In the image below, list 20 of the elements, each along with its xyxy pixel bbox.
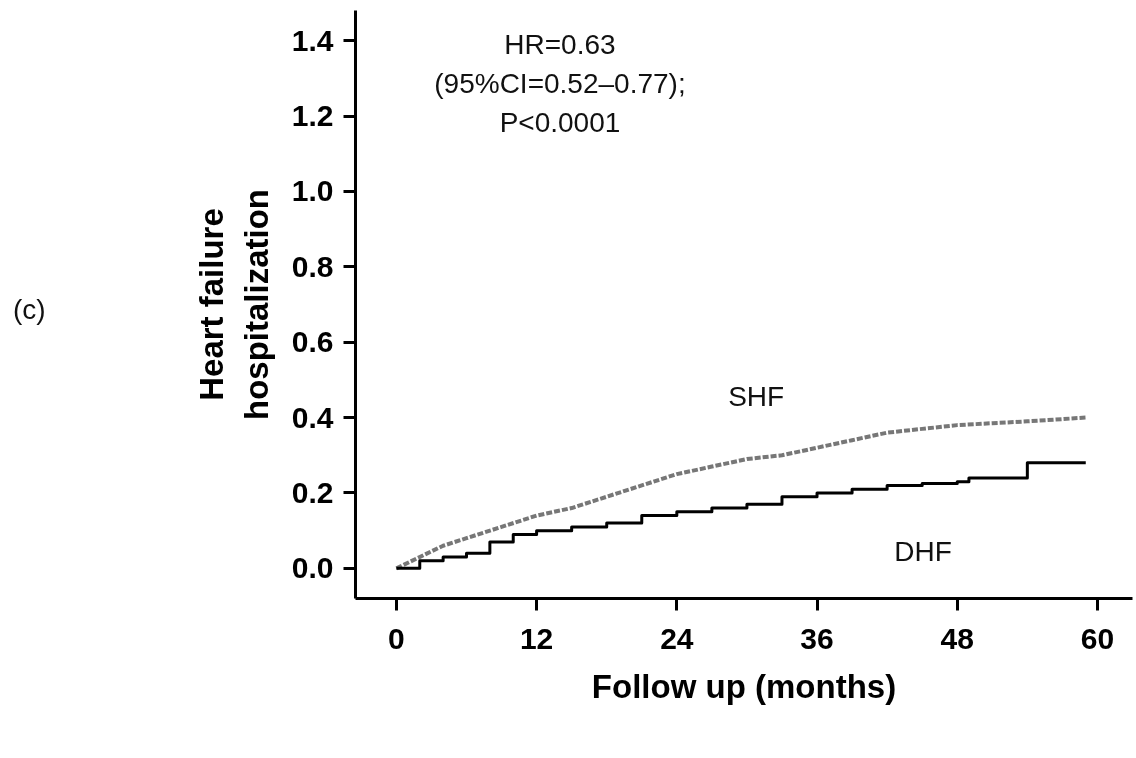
y-axis-title: Heart failure hospitalization (193, 189, 275, 420)
y-tick-label: 1.0 (291, 174, 334, 208)
annotation: HR=0.63 (95%CI=0.52–0.77); P<0.0001 (434, 29, 686, 138)
y-tick-label: 1.4 (291, 23, 334, 57)
y-tick-label: 0.4 (291, 400, 334, 434)
x-axis-title: Follow up (months) (591, 667, 897, 705)
text: (c) (13, 293, 46, 327)
y-tick-label: 0.2 (291, 475, 334, 509)
x-tick-label: 60 (1080, 621, 1115, 655)
y-tick-label: 0.6 (291, 325, 334, 359)
x-tick-label: 12 (519, 621, 554, 655)
x-tick-label: 24 (660, 621, 694, 655)
x-tick-label: 0 (388, 621, 405, 655)
series-label: DHF (894, 535, 952, 567)
x-tick-label: 36 (800, 621, 834, 655)
y-tick-label: 1.2 (291, 99, 334, 133)
x-tick-label: 48 (940, 621, 974, 655)
y-tick-label: 0.0 (291, 551, 334, 585)
series-label: SHF (728, 380, 785, 412)
y-tick-label: 0.8 (291, 249, 334, 283)
